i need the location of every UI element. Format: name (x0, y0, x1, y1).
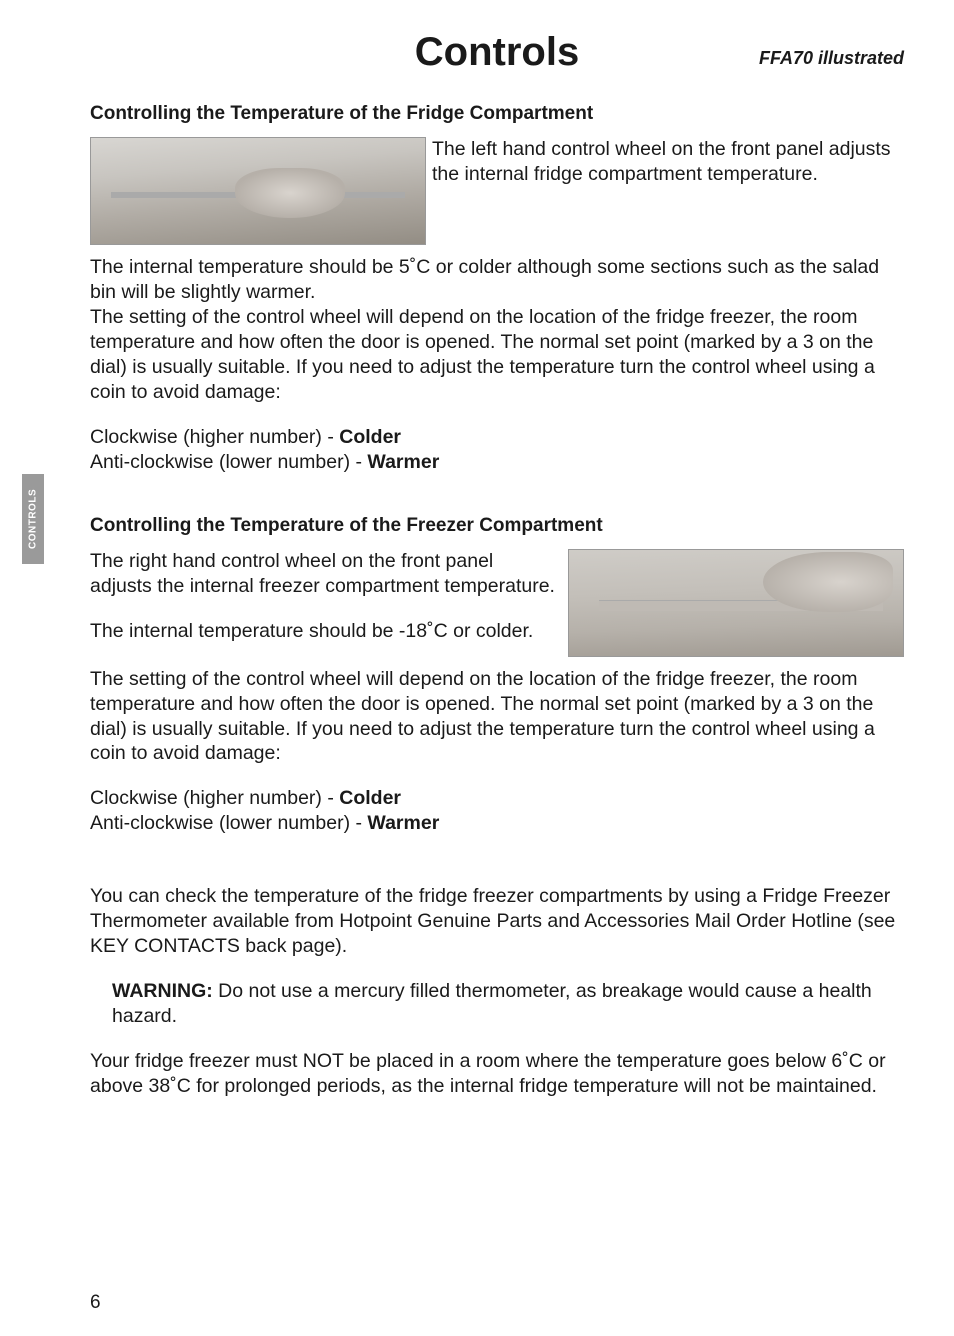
fridge-cw-bold: Colder (339, 426, 401, 448)
freezer-control-photo (568, 549, 904, 657)
fridge-clockwise: Clockwise (higher number) - Colder (90, 425, 904, 450)
fridge-intro-block: The left hand control wheel on the front… (90, 137, 904, 249)
fridge-acw-prefix: Anti-clockwise (lower number) - (90, 451, 367, 473)
side-tab-label: CONTROLS (28, 489, 39, 549)
fridge-p2: The setting of the control wheel will de… (90, 305, 904, 405)
check-temp-note: You can check the temperature of the fri… (90, 884, 904, 959)
placement-note: Your fridge freezer must NOT be placed i… (90, 1049, 904, 1099)
freezer-intro-block: The right hand control wheel on the fron… (90, 549, 904, 661)
freezer-acw-prefix: Anti-clockwise (lower number) - (90, 812, 367, 834)
warning-text: Do not use a mercury filled thermometer,… (112, 980, 872, 1027)
freezer-clockwise: Clockwise (higher number) - Colder (90, 786, 904, 811)
page-number: 6 (90, 1292, 101, 1314)
fridge-anticlockwise: Anti-clockwise (lower number) - Warmer (90, 450, 904, 475)
fridge-control-photo (90, 137, 426, 245)
freezer-anticlockwise: Anti-clockwise (lower number) - Warmer (90, 811, 904, 836)
page-subtitle: FFA70 illustrated (759, 48, 904, 69)
page-header: Controls FFA70 illustrated (90, 30, 904, 75)
warning-label: WARNING: (112, 980, 213, 1002)
freezer-cw-prefix: Clockwise (higher number) - (90, 787, 339, 809)
freezer-acw-bold: Warmer (367, 812, 439, 834)
freezer-section-heading: Controlling the Temperature of the Freez… (90, 515, 904, 537)
fridge-cw-prefix: Clockwise (higher number) - (90, 426, 339, 448)
warning-block: WARNING: Do not use a mercury filled the… (90, 979, 904, 1029)
side-tab-controls: CONTROLS (22, 474, 44, 564)
freezer-p2: The setting of the control wheel will de… (90, 667, 904, 767)
fridge-section-heading: Controlling the Temperature of the Fridg… (90, 103, 904, 125)
page-content: Controls FFA70 illustrated Controlling t… (0, 0, 954, 1119)
freezer-cw-bold: Colder (339, 787, 401, 809)
fridge-acw-bold: Warmer (367, 451, 439, 473)
fridge-p1: The internal temperature should be 5˚C o… (90, 255, 904, 305)
